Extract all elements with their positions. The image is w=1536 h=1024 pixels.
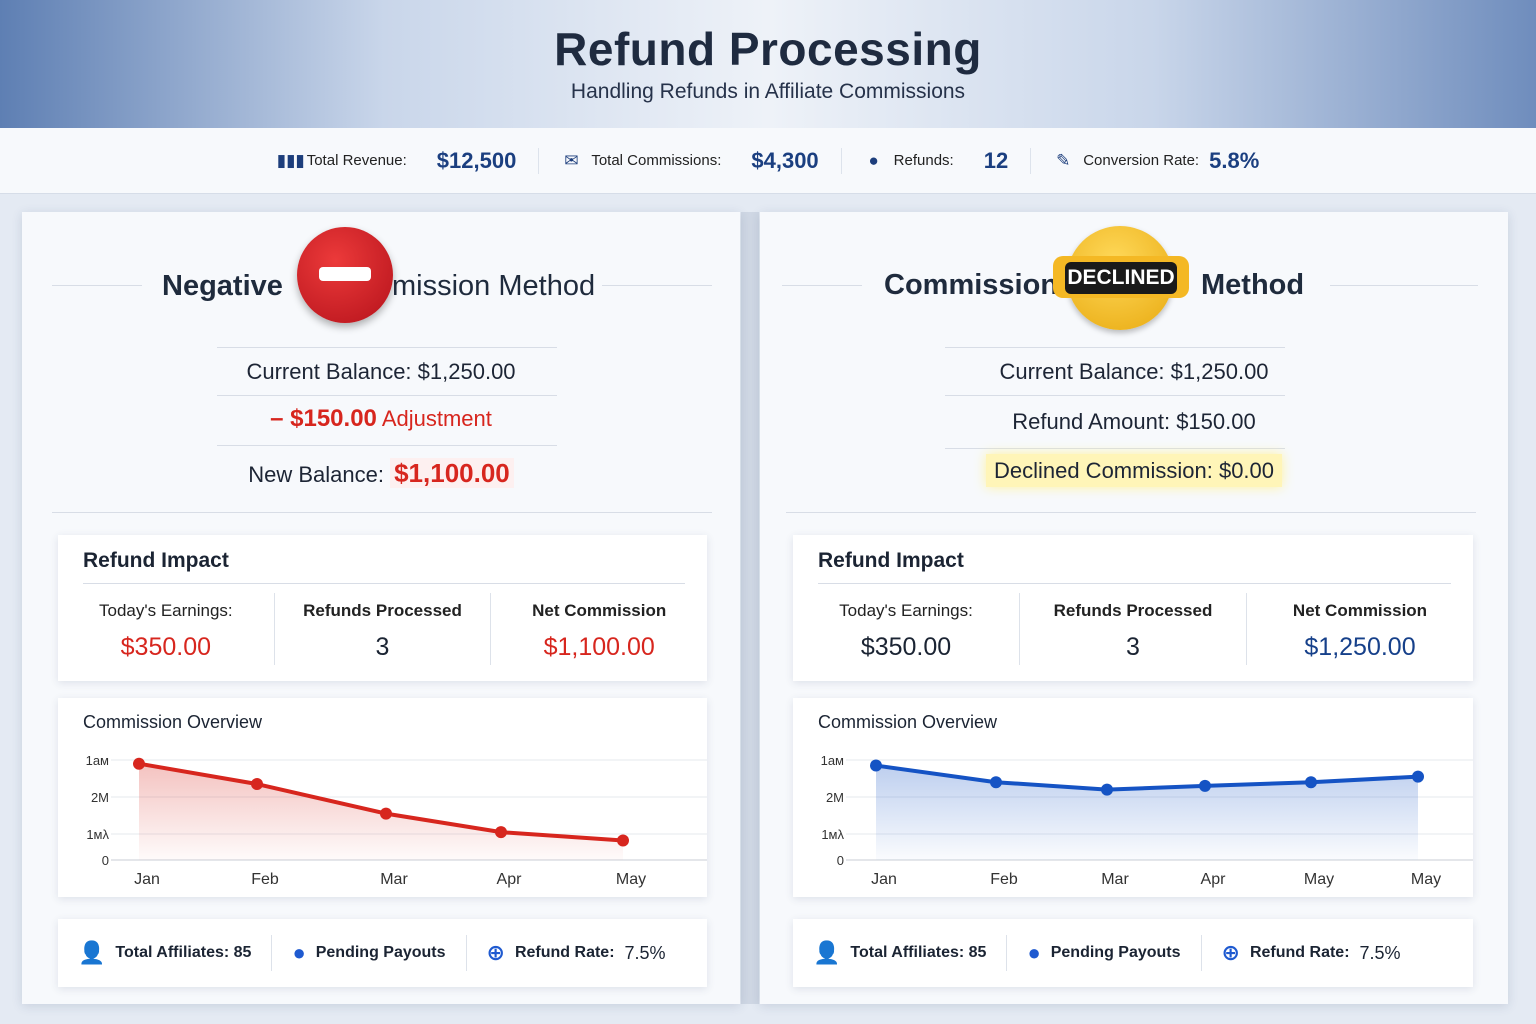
x-tick-label: Feb bbox=[990, 871, 1018, 888]
footer-stats: 👤 Total Affiliates: 85 ● Pending Payouts ⊕… bbox=[58, 919, 707, 987]
panel-divider bbox=[741, 212, 759, 1004]
method-title-part1: Commission bbox=[884, 269, 1059, 301]
header: Refund Processing Handling Refunds in Af… bbox=[0, 0, 1536, 128]
stat-value: 12 bbox=[983, 147, 1009, 173]
no-entry-icon bbox=[297, 227, 393, 323]
refund-amount: Refund Amount: $150.00 bbox=[1012, 409, 1256, 434]
stats-bar: ▮▮▮ Total Revenue: $12,500 ✉ Total Commissi… bbox=[0, 128, 1536, 194]
stat-value: $12,500 bbox=[436, 147, 517, 173]
commission-overview-card: Commission Overview 0 1мλ 2M 1aм Jan Feb Mar Ap… bbox=[793, 698, 1473, 897]
y-tick-label: 2M bbox=[826, 790, 844, 805]
commission-chart: 0 1мλ 2M 1aм Jan Feb Mar Apr May bbox=[86, 753, 707, 888]
data-point bbox=[133, 757, 145, 770]
current-balance: Current Balance: $1,250.00 bbox=[246, 359, 516, 384]
declined-commission-panel: Commission DECLINED Method Current Balan… bbox=[760, 212, 1508, 1004]
card-title: Refund Impact bbox=[83, 549, 229, 572]
location-pin-icon: ● bbox=[868, 150, 879, 170]
data-point bbox=[251, 778, 263, 791]
stat-refunds: ● Refunds: 12 bbox=[842, 147, 1032, 174]
data-point bbox=[1412, 770, 1424, 783]
page-subtitle: Handling Refunds in Affiliate Commission… bbox=[570, 80, 966, 103]
data-point bbox=[495, 826, 507, 839]
refund-impact-card: Refund Impact Today's Earnings: $350.00 R… bbox=[58, 535, 707, 681]
stat-conversion-rate: ✎ Conversion Rate: 5.8% bbox=[1031, 148, 1281, 174]
y-tick-label: 1aм bbox=[86, 753, 109, 768]
method-title-part1: Negative bbox=[162, 270, 283, 302]
chart-title: Commission Overview bbox=[818, 712, 998, 732]
data-point bbox=[380, 807, 392, 820]
declined-badge: DECLINED bbox=[1053, 226, 1189, 330]
chart-title: Commission Overview bbox=[83, 712, 263, 732]
data-point bbox=[1101, 783, 1113, 796]
method-title-part2: Method bbox=[1201, 269, 1305, 301]
y-tick-label: 0 bbox=[102, 853, 109, 868]
y-tick-label: 1мλ bbox=[86, 827, 109, 842]
stat-label: Total Commissions: bbox=[591, 152, 722, 169]
envelope-icon: ✉ bbox=[564, 150, 579, 170]
user-icon: 👤 bbox=[813, 940, 841, 965]
x-tick-label: Apr bbox=[1201, 871, 1227, 888]
page-title: Refund Processing bbox=[554, 23, 982, 75]
y-tick-label: 1aм bbox=[821, 753, 844, 768]
x-tick-label: May bbox=[1411, 871, 1441, 888]
x-tick-label: Jan bbox=[134, 871, 160, 888]
x-tick-label: Mar bbox=[380, 871, 408, 888]
stat-label: Total Revenue: bbox=[306, 152, 407, 169]
pencil-icon: ✎ bbox=[1056, 150, 1071, 170]
stat-label: Conversion Rate: bbox=[1083, 152, 1200, 169]
current-balance: Current Balance: $1,250.00 bbox=[999, 359, 1269, 384]
stat-label: Refunds: bbox=[893, 152, 954, 169]
x-tick-label: Feb bbox=[251, 871, 279, 888]
x-tick-label: May bbox=[616, 871, 646, 888]
y-tick-label: 2M bbox=[91, 790, 109, 805]
bar-chart-icon: ▮▮▮ bbox=[276, 150, 305, 170]
x-tick-label: May bbox=[1304, 871, 1334, 888]
data-point bbox=[1199, 779, 1211, 792]
card-title: Refund Impact bbox=[818, 549, 964, 572]
negative-commission-panel: Negative mission Method Current Balance:… bbox=[22, 212, 740, 1004]
method-title-part2: mission Method bbox=[392, 270, 596, 302]
x-tick-label: Mar bbox=[1101, 871, 1129, 888]
person-icon: ● bbox=[1027, 940, 1041, 965]
series-line bbox=[875, 763, 1419, 792]
data-point bbox=[990, 776, 1002, 789]
data-point bbox=[870, 759, 882, 772]
x-tick-label: Jan bbox=[871, 871, 897, 888]
y-tick-label: 0 bbox=[837, 853, 844, 868]
declined-commission: Declined Commission: $0.00 bbox=[760, 454, 1508, 487]
plus-circle-icon: ⊕ bbox=[486, 940, 505, 965]
area-fill bbox=[876, 765, 1418, 860]
stat-value: 5.8% bbox=[1209, 147, 1260, 173]
person-icon: ● bbox=[292, 940, 306, 965]
x-tick-label: Apr bbox=[497, 871, 523, 888]
refund-impact-card: Refund Impact Today's Earnings: $350.00 R… bbox=[793, 535, 1473, 681]
y-tick-label: 1мλ bbox=[821, 827, 844, 842]
adjustment: – $150.00 Adjustment bbox=[270, 405, 492, 432]
data-point bbox=[617, 834, 629, 847]
commission-chart: 0 1мλ 2M 1aм Jan Feb Mar Apr May May bbox=[821, 753, 1473, 888]
commission-overview-card: Commission Overview 0 1мλ 2M 1aм Jan Feb Mar Ap… bbox=[58, 698, 707, 897]
plus-circle-icon: ⊕ bbox=[1221, 940, 1240, 965]
new-balance: New Balance: $1,100.00 bbox=[22, 458, 740, 489]
stat-value: $4,300 bbox=[751, 147, 819, 173]
footer-stats: 👤 Total Affiliates: 85 ● Pending Payouts ⊕… bbox=[793, 919, 1473, 987]
data-point bbox=[1305, 776, 1317, 789]
stat-total-revenue: ▮▮▮ Total Revenue: $12,500 bbox=[255, 147, 540, 174]
user-icon: 👤 bbox=[78, 940, 106, 965]
stat-total-commissions: ✉ Total Commissions: $4,300 bbox=[539, 147, 842, 174]
